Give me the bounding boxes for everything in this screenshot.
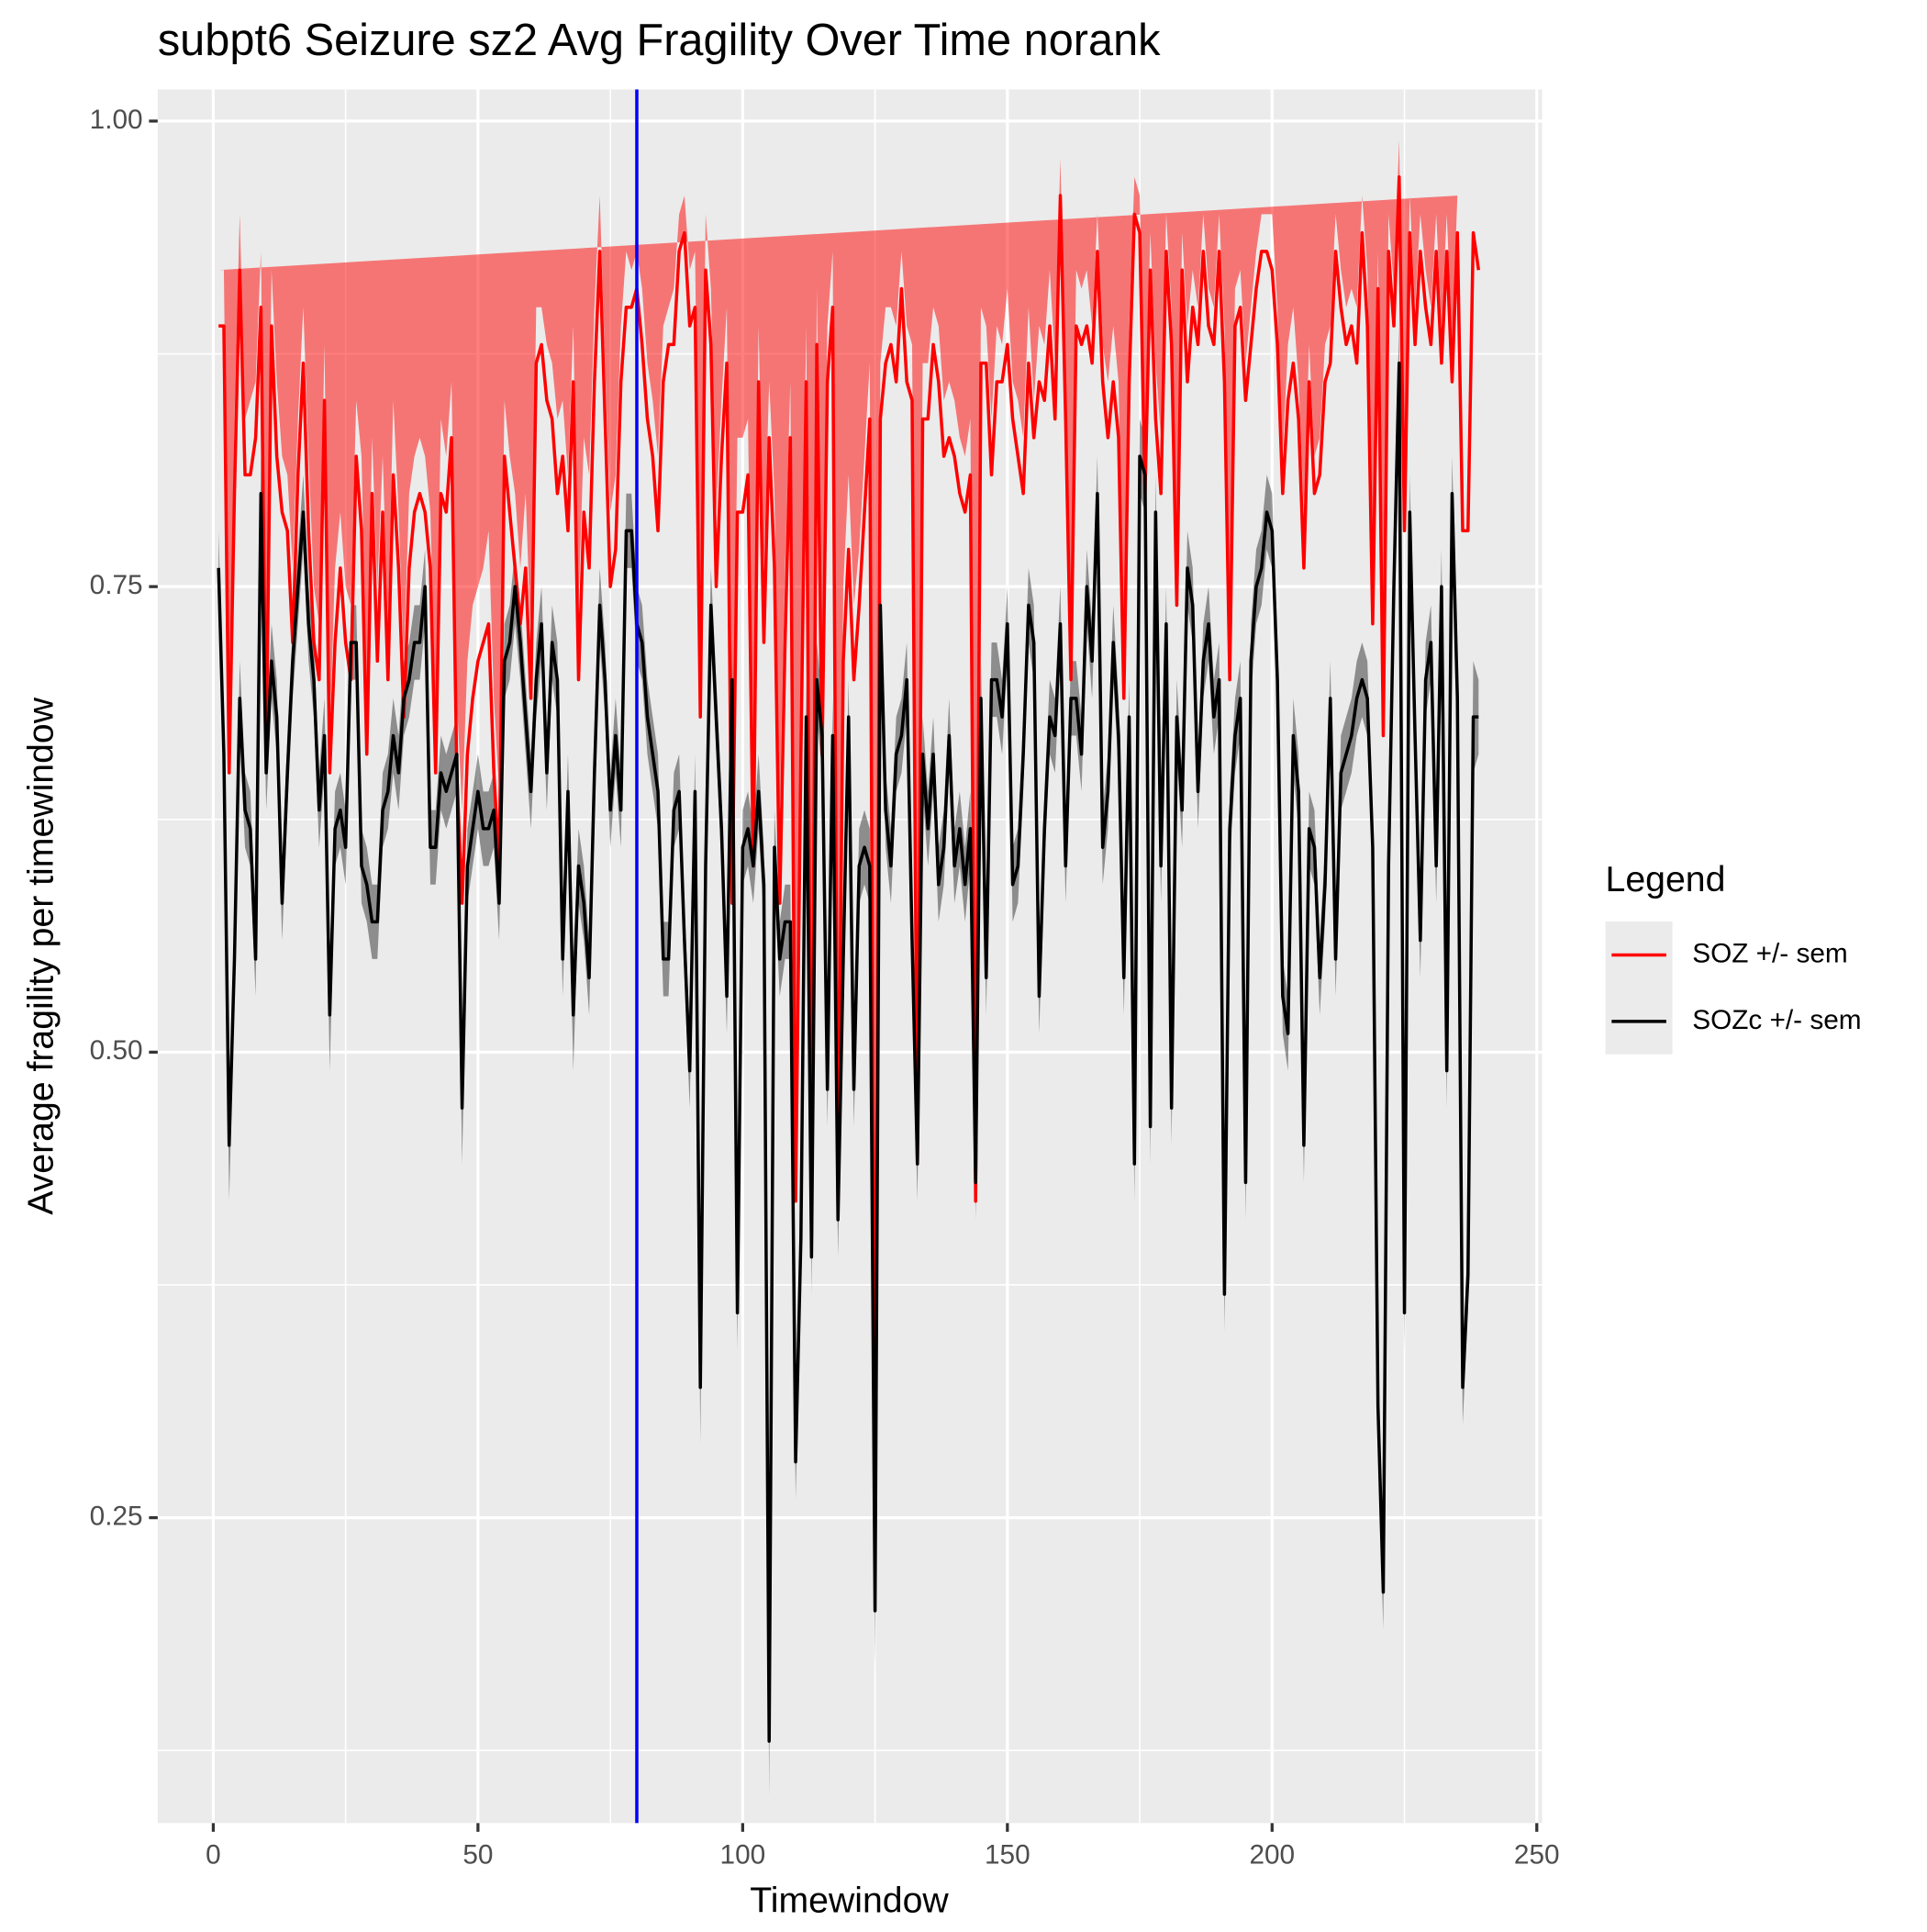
axes: 0.25 0.50 0.75 1.00 0 50 100 150 200 250 bbox=[90, 105, 1560, 1871]
plot-area bbox=[217, 89, 1481, 1824]
legend: Legend SOZ +/- sem SOZc +/- sem bbox=[1606, 859, 1862, 1055]
legend-label: SOZ +/- sem bbox=[1692, 938, 1847, 968]
x-axis-title: Timewindow bbox=[750, 1880, 949, 1920]
y-tick-label: 0.75 bbox=[90, 570, 143, 600]
series-line bbox=[217, 361, 1479, 1743]
sem-ribbon bbox=[218, 140, 1458, 1481]
x-tick-label: 50 bbox=[462, 1840, 493, 1871]
y-tick-label: 0.25 bbox=[90, 1501, 143, 1531]
y-axis-title: Average fragility per timewindow bbox=[21, 697, 61, 1215]
series-line bbox=[218, 175, 1481, 1538]
legend-label: SOZc +/- sem bbox=[1692, 1005, 1861, 1035]
y-tick-label: 1.00 bbox=[90, 105, 143, 135]
x-tick-label: 250 bbox=[1514, 1840, 1560, 1871]
x-tick-label: 200 bbox=[1249, 1840, 1295, 1871]
x-tick-label: 100 bbox=[720, 1840, 766, 1871]
chart-title: subpt6 Seizure sz2 Avg Fragility Over Ti… bbox=[158, 16, 1161, 65]
legend-title: Legend bbox=[1606, 859, 1726, 899]
x-tick-label: 0 bbox=[206, 1840, 221, 1871]
y-tick-label: 0.50 bbox=[90, 1035, 143, 1066]
x-tick-label: 150 bbox=[985, 1840, 1030, 1871]
